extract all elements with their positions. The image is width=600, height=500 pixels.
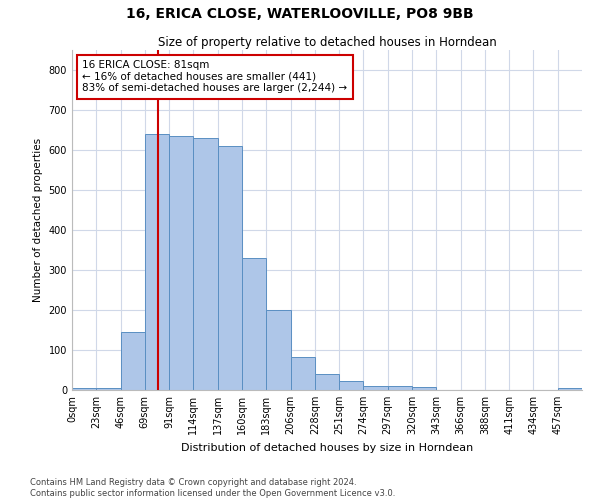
Y-axis label: Number of detached properties: Number of detached properties — [33, 138, 43, 302]
Bar — [364, 386, 388, 390]
Bar — [315, 374, 339, 390]
Bar — [121, 332, 145, 390]
X-axis label: Distribution of detached houses by size in Horndean: Distribution of detached houses by size … — [181, 442, 473, 452]
Bar — [290, 357, 315, 390]
Bar — [96, 388, 121, 390]
Bar — [388, 386, 412, 390]
Bar — [218, 146, 242, 390]
Bar — [145, 134, 169, 390]
Bar — [412, 387, 436, 390]
Bar — [169, 136, 193, 390]
Title: Size of property relative to detached houses in Horndean: Size of property relative to detached ho… — [158, 36, 496, 49]
Text: 16 ERICA CLOSE: 81sqm
← 16% of detached houses are smaller (441)
83% of semi-det: 16 ERICA CLOSE: 81sqm ← 16% of detached … — [82, 60, 347, 94]
Bar — [558, 388, 582, 390]
Bar — [339, 381, 364, 390]
Text: Contains HM Land Registry data © Crown copyright and database right 2024.
Contai: Contains HM Land Registry data © Crown c… — [30, 478, 395, 498]
Bar — [242, 258, 266, 390]
Bar — [72, 388, 96, 390]
Text: 16, ERICA CLOSE, WATERLOOVILLE, PO8 9BB: 16, ERICA CLOSE, WATERLOOVILLE, PO8 9BB — [126, 8, 474, 22]
Bar — [193, 138, 218, 390]
Bar — [266, 310, 290, 390]
